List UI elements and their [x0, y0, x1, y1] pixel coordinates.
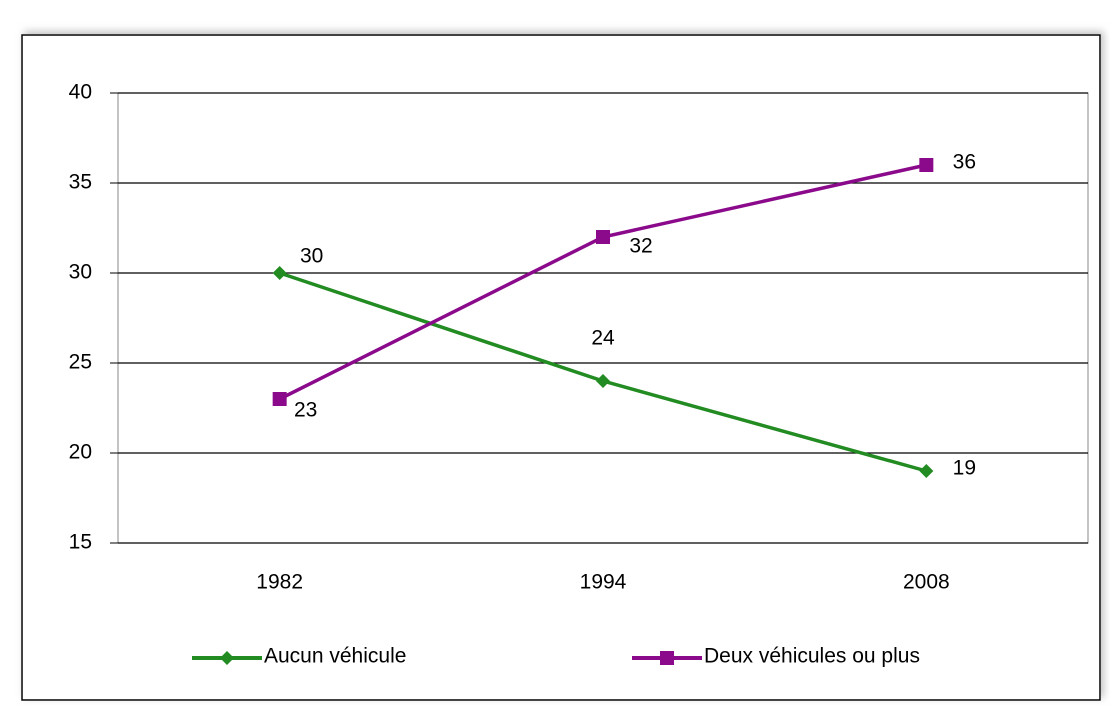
marker	[660, 651, 674, 665]
x-tick-label: 2008	[903, 571, 950, 594]
data-label: 36	[953, 151, 976, 174]
marker	[596, 374, 610, 388]
marker	[919, 464, 934, 478]
marker	[919, 158, 934, 172]
x-tick-label: 1994	[580, 571, 627, 594]
marker	[220, 651, 234, 665]
x-tick-label: 1982	[256, 571, 303, 594]
legend-label: Deux véhicules ou plus	[704, 645, 920, 668]
data-label: 19	[953, 457, 976, 480]
y-tick-label: 25	[69, 351, 92, 374]
y-tick-label: 30	[69, 261, 92, 284]
data-label: 23	[294, 399, 317, 422]
y-tick-label: 40	[69, 81, 92, 104]
y-tick-label: 35	[69, 171, 92, 194]
marker	[272, 266, 287, 280]
marker	[596, 230, 610, 244]
y-tick-label: 20	[69, 441, 92, 464]
legend-label: Aucun véhicule	[264, 645, 406, 668]
data-label: 24	[591, 327, 615, 350]
data-label: 32	[629, 235, 652, 258]
y-tick-label: 15	[69, 531, 92, 554]
data-label: 30	[300, 245, 323, 268]
marker	[272, 392, 287, 406]
